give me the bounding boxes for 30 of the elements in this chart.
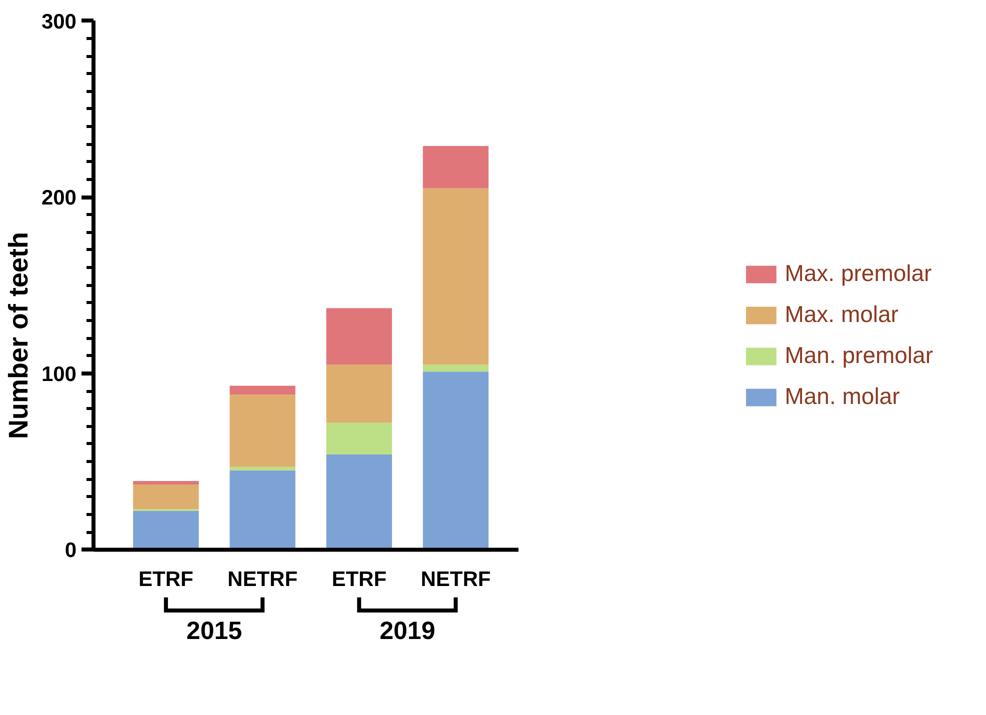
x-tick-label: NETRF xyxy=(228,568,298,592)
bar xyxy=(230,394,296,467)
bar xyxy=(326,364,392,423)
legend-label: Man. molar xyxy=(784,383,900,410)
legend-label: Max. molar xyxy=(784,301,898,328)
legend-label: Man. premolar xyxy=(784,342,933,369)
bar xyxy=(230,386,296,395)
bar xyxy=(326,422,392,455)
bar xyxy=(422,188,489,365)
y-tick-label: 0 xyxy=(64,539,77,562)
bar xyxy=(422,364,489,372)
bar xyxy=(326,454,392,550)
y-axis-title: Number of teeth xyxy=(3,232,34,440)
bar xyxy=(133,484,199,510)
x-tick-label: NETRF xyxy=(420,568,491,592)
bar xyxy=(133,510,199,550)
text: 2019 xyxy=(380,617,436,646)
bar xyxy=(422,146,489,188)
x-tick-label: ETRF xyxy=(138,568,194,592)
bar xyxy=(230,466,296,470)
legend-label: Max. premolar xyxy=(784,260,932,287)
y-tick-label: 300 xyxy=(41,10,77,34)
y-tick-label: 100 xyxy=(41,362,77,386)
bar xyxy=(326,308,392,365)
y-tick-label: 200 xyxy=(41,186,77,210)
bar xyxy=(422,372,489,550)
text: 2015 xyxy=(186,617,242,646)
bar xyxy=(230,470,296,550)
bar xyxy=(133,480,199,484)
x-tick-label: ETRF xyxy=(332,568,387,592)
